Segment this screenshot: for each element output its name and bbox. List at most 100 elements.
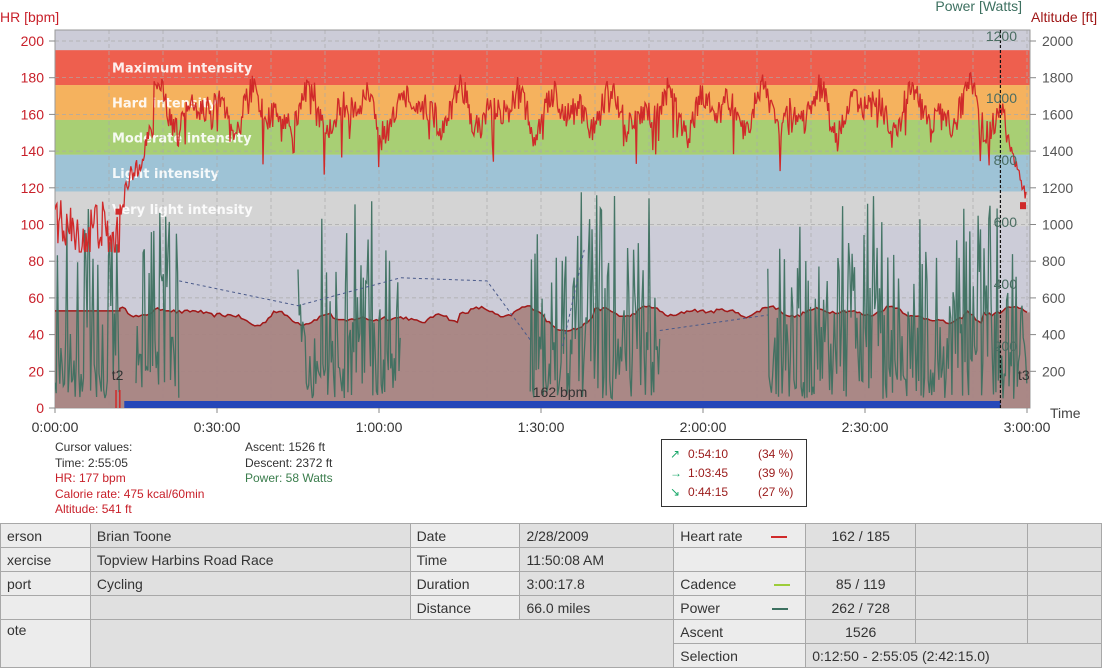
hr-zone-label: Light intensity — [112, 167, 219, 182]
altitude-tick-label: 1800 — [1042, 70, 1073, 86]
note-value[interactable] — [89, 619, 675, 668]
person-value[interactable]: Brian Toone — [89, 523, 411, 548]
zone-time-pct: (27 %) — [758, 485, 794, 499]
table-row: Selection 0:12:50 - 2:55:05 (2:42:15.0) — [1, 643, 1102, 668]
table-row: xercise Topview Harbins Road Race Time 1… — [0, 547, 1102, 572]
power-interpolation-line — [179, 249, 768, 347]
selection-bar[interactable] — [124, 401, 1001, 408]
altitude-tick-label: 1400 — [1042, 143, 1073, 159]
hr-tick-label: 60 — [28, 290, 44, 306]
up-arrow-icon: ↗ — [670, 447, 681, 461]
power-tick-label: 600 — [994, 214, 1018, 230]
ascent-label: Ascent — [673, 619, 807, 644]
time-tick-label: 1:30:00 — [518, 419, 565, 435]
altitude-axis-label: Altitude [ft] — [1031, 9, 1097, 25]
time-tick-label: 3:00:00 — [1004, 419, 1051, 435]
duration-label: Duration — [409, 571, 521, 596]
table-row: erson Brian Toone Date 2/28/2009 Heart r… — [0, 523, 1102, 548]
distance-label: Distance — [409, 595, 521, 620]
hr-axis-label: HR [bpm] — [0, 9, 59, 25]
time-axis-label: Time — [1050, 405, 1081, 421]
cursor-time: Time: 2:55:05 — [55, 455, 128, 470]
hr-tick-label: 180 — [21, 70, 45, 86]
empty-cell — [1027, 595, 1102, 620]
empty-cell — [1027, 547, 1102, 572]
empty-cell — [915, 571, 1029, 596]
empty-cell — [805, 547, 917, 572]
power-tick-label: 800 — [994, 152, 1018, 168]
table-row: port Cycling Duration 3:00:17.8 Cadence … — [0, 571, 1102, 596]
cursor-ascent: Ascent: 1526 ft — [245, 440, 326, 454]
heart-rate-label: Heart rate — [673, 523, 807, 548]
exercise-info-table: erson Brian Toone Date 2/28/2009 Heart r… — [0, 523, 1102, 668]
hr-tick-label: 0 — [36, 400, 44, 416]
heart-rate-value: 162 / 185 — [805, 523, 917, 548]
cursor-calorie-rate: Calorie rate: 475 kcal/60min — [55, 486, 205, 501]
selection-avg-label: 162 bpm — [533, 384, 587, 400]
person-label: erson — [0, 523, 91, 548]
down-arrow-icon: ↘ — [670, 485, 681, 499]
empty-cell — [915, 595, 1029, 620]
cadence-legend-line-icon — [774, 583, 791, 586]
altitude-tick-label: 600 — [1042, 290, 1066, 306]
power-line — [55, 192, 1028, 401]
power-axis-label: Power [Watts] — [935, 0, 1022, 14]
zone-time-row: ↗ 0:54:10 (34 %) — [662, 445, 806, 464]
exercise-value[interactable]: Topview Harbins Road Race — [89, 547, 411, 572]
distance-value: 66.0 miles — [519, 595, 675, 620]
power-tick-label: 400 — [994, 276, 1018, 292]
hr-zone-band — [55, 50, 1030, 86]
zone-time-row: → 1:03:45 (39 %) — [662, 464, 806, 483]
altitude-tick-label: 200 — [1042, 363, 1066, 379]
power-legend-line-icon — [771, 607, 788, 610]
hr-end-marker — [1020, 202, 1026, 210]
zone-time-value: 0:44:15 — [688, 485, 729, 499]
selection-label: Selection — [673, 643, 807, 668]
hr-legend-line-icon — [770, 535, 787, 538]
zone-time-row: ↘ 0:44:15 (27 %) — [662, 483, 806, 502]
table-row: Distance 66.0 miles Power 262 / 728 — [0, 595, 1102, 620]
table-row: ote Ascent 1526 — [0, 619, 1102, 668]
zone-time-pct: (39 %) — [758, 466, 794, 480]
hr-zone-label: Very light intensity — [112, 203, 253, 218]
empty-cell — [89, 595, 411, 620]
altitude-tick-label: 2000 — [1042, 33, 1073, 49]
altitude-tick-label: 400 — [1042, 327, 1066, 343]
hr-tick-label: 100 — [21, 217, 45, 233]
sport-value[interactable]: Cycling — [89, 571, 411, 596]
lap-marker-end: t3 — [1018, 367, 1030, 383]
note-label: ote — [0, 619, 91, 668]
zone-time-value: 0:54:10 — [688, 447, 729, 461]
time-tick-label: 2:00:00 — [680, 419, 727, 435]
cursor-descent: Descent: 2372 ft — [245, 455, 333, 470]
time-value: 11:50:08 AM — [519, 547, 675, 572]
altitude-tick-label: 1600 — [1042, 106, 1073, 122]
hr-tick-label: 140 — [21, 143, 45, 159]
cursor-altitude: Altitude: 541 ft — [55, 502, 132, 516]
power-label: Power — [673, 595, 807, 620]
zone-time-pct: (34 %) — [758, 447, 794, 461]
hr-tick-label: 160 — [21, 106, 45, 122]
time-tick-label: 2:30:00 — [842, 419, 889, 435]
power-tick-label: 1200 — [986, 28, 1017, 44]
heart-rate-label-text: Heart rate — [680, 527, 743, 544]
ascent-value: 1526 — [805, 619, 917, 644]
cursor-power: Power: 58 Watts — [245, 471, 333, 485]
selection-value: 0:12:50 - 2:55:05 (2:42:15.0) — [805, 643, 1102, 668]
altitude-line — [55, 305, 1028, 332]
right-arrow-icon: → — [670, 466, 682, 480]
heart-rate-line — [55, 71, 1027, 253]
zone-time-value: 1:03:45 — [688, 466, 729, 480]
empty-cell — [915, 619, 1029, 644]
cadence-value: 85 / 119 — [805, 571, 917, 596]
cadence-label: Cadence — [673, 571, 807, 596]
power-tick-label: 1000 — [986, 90, 1017, 106]
cursor-values-panel: Cursor values: Time: 2:55:05 HR: 177 bpm… — [55, 440, 204, 518]
hr-tick-label: 120 — [21, 180, 45, 196]
empty-cell — [915, 547, 1029, 572]
altitude-tick-label: 1000 — [1042, 217, 1073, 233]
hr-zone-band — [55, 154, 1030, 192]
cadence-label-text: Cadence — [680, 575, 737, 592]
time-tick-label: 0:00:00 — [32, 419, 79, 435]
